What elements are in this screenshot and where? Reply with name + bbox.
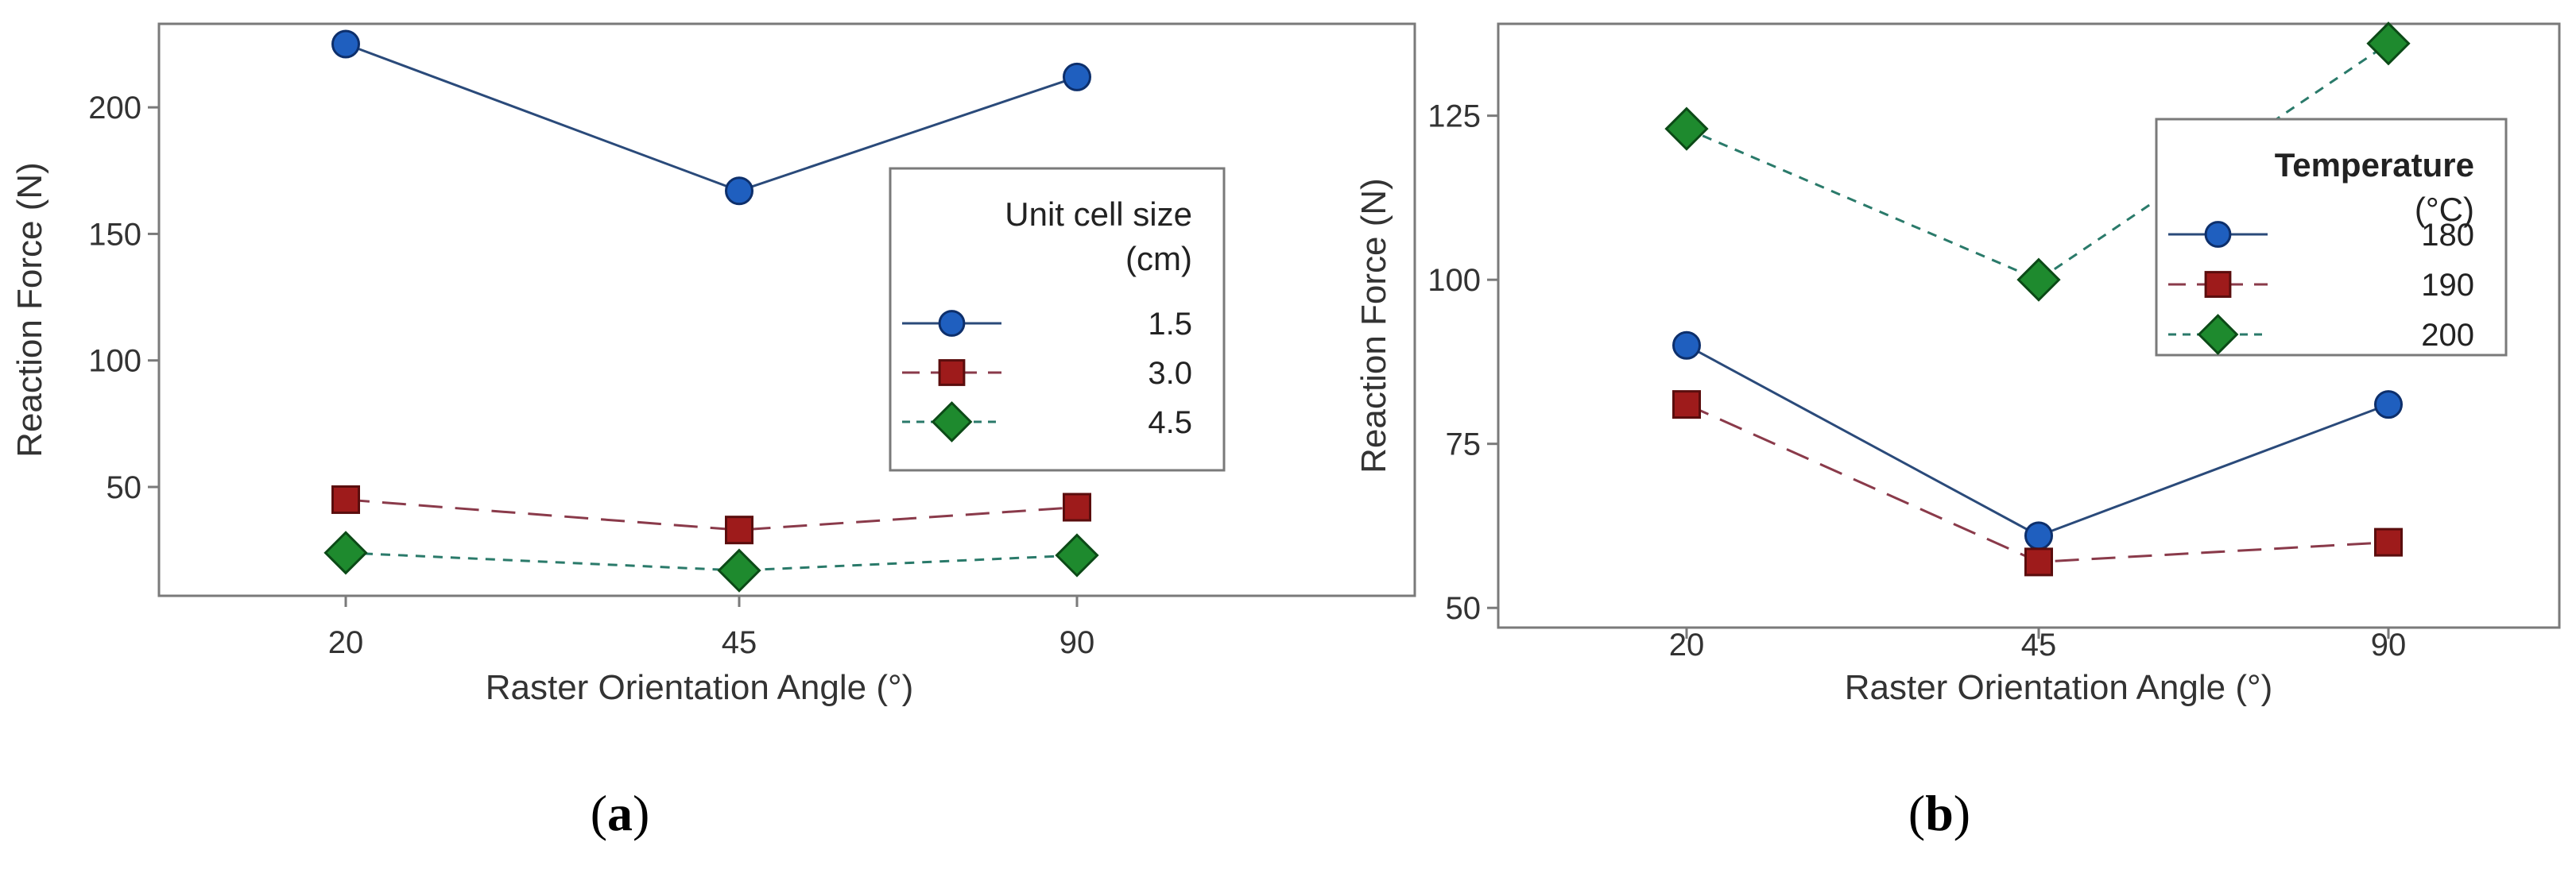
- legend-marker-1.5: [938, 310, 966, 337]
- panel-label-close: ): [1954, 785, 1970, 841]
- data-point-1.5: [331, 29, 360, 59]
- legend-marker-200: [2197, 314, 2239, 355]
- panel-label-close: ): [633, 785, 649, 841]
- y-tick-label: 50: [1446, 591, 1482, 626]
- x-axis-title: Raster Orientation Angle (°): [486, 668, 914, 707]
- y-tick-label: 75: [1446, 427, 1482, 462]
- data-point-180: [2024, 521, 2053, 551]
- x-tick-label: 45: [722, 625, 757, 660]
- data-point-3.0: [331, 485, 360, 514]
- legend-label-3.0: 3.0: [1148, 356, 1192, 391]
- y-tick-label: 50: [107, 470, 142, 505]
- data-point-190: [2024, 547, 2053, 577]
- data-point-4.5: [323, 531, 368, 575]
- data-point-4.5: [717, 548, 761, 593]
- data-point-4.5: [1055, 533, 1099, 578]
- chart-panel-b: 50 75 100 125 20 45 90 Raster Orientation Angle…: [1354, 21, 2561, 841]
- x-tick-label: 45: [2021, 628, 2057, 663]
- y-axis-title: Reaction Force (N): [10, 162, 49, 458]
- y-tick-label: 125: [1427, 99, 1481, 134]
- y-tick-label: 150: [88, 217, 141, 252]
- x-tick-label: 20: [328, 625, 364, 660]
- legend-title-unit: (°C): [2415, 191, 2474, 228]
- panel-label-open: (: [1908, 785, 1925, 841]
- legend-label-200: 200: [2421, 318, 2474, 353]
- series-line-3.0: [345, 498, 1078, 531]
- legend-marker-180: [2204, 221, 2232, 248]
- data-point-190: [2374, 527, 2403, 557]
- legend-title-unit: (cm): [1125, 240, 1192, 277]
- panel-label-letter: b: [1925, 785, 1954, 841]
- legend-title: Temperature: [2275, 146, 2474, 184]
- legend-label-1.5: 1.5: [1148, 307, 1192, 342]
- x-tick-label: 90: [1059, 625, 1095, 660]
- legend-label-190: 190: [2421, 268, 2474, 303]
- panel-label: (b): [1908, 785, 1970, 841]
- chart-panel-a: 50 100 150 200 20 45 90 Raster Orientation Angl…: [10, 22, 1416, 841]
- data-point-200: [2366, 21, 2411, 66]
- x-tick-label: 20: [1669, 628, 1705, 663]
- legend-label-4.5: 4.5: [1148, 405, 1192, 440]
- legend-title: Unit cell size: [1005, 195, 1192, 233]
- data-point-200: [1664, 106, 1709, 151]
- x-axis-title: Raster Orientation Angle (°): [1845, 668, 2273, 707]
- legend-marker-190: [2204, 271, 2232, 298]
- panel-label-letter: a: [607, 785, 633, 841]
- legend-marker-4.5: [931, 401, 973, 442]
- y-tick-label: 100: [1427, 263, 1481, 298]
- data-point-1.5: [1063, 62, 1091, 91]
- data-point-1.5: [725, 176, 753, 206]
- data-point-200: [2016, 257, 2061, 302]
- panel-label: (a): [591, 785, 650, 841]
- data-point-190: [1672, 390, 1701, 419]
- data-point-180: [1672, 330, 1701, 360]
- data-point-3.0: [1063, 493, 1091, 522]
- data-point-3.0: [725, 516, 753, 545]
- legend-marker-3.0: [938, 359, 966, 386]
- data-point-180: [2374, 390, 2403, 419]
- y-tick-label: 100: [88, 344, 141, 379]
- legend-label-180: 180: [2421, 218, 2474, 253]
- legend: Unit cell size (cm) 1.5 3.0 4.5: [889, 167, 1226, 472]
- legend: Temperature (°C)180 190 200: [2155, 118, 2508, 357]
- y-tick-label: 200: [88, 91, 141, 126]
- panel-label-open: (: [591, 785, 607, 841]
- x-tick-label: 90: [2371, 628, 2407, 663]
- y-axis-title: Reaction Force (N): [1354, 178, 1393, 473]
